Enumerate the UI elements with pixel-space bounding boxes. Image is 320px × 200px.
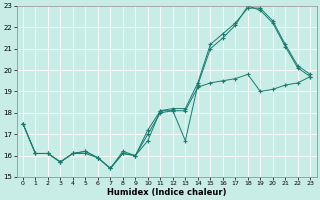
X-axis label: Humidex (Indice chaleur): Humidex (Indice chaleur) [107,188,226,197]
